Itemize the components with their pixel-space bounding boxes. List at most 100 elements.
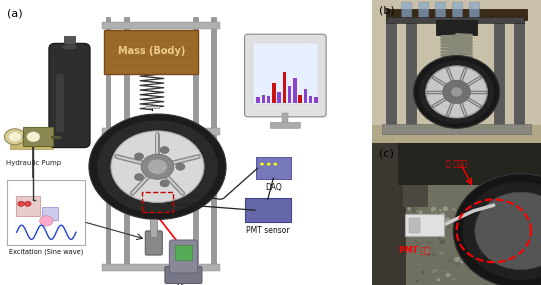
FancyBboxPatch shape: [105, 17, 110, 268]
Circle shape: [456, 263, 459, 267]
Circle shape: [507, 258, 511, 261]
FancyBboxPatch shape: [409, 218, 420, 233]
FancyBboxPatch shape: [436, 2, 446, 18]
Bar: [403, 142, 428, 207]
Bar: [514, 17, 524, 128]
FancyBboxPatch shape: [49, 43, 90, 148]
Bar: [386, 9, 527, 20]
Circle shape: [113, 132, 203, 201]
Ellipse shape: [61, 43, 78, 50]
Circle shape: [453, 174, 541, 285]
Circle shape: [499, 247, 505, 251]
Bar: [398, 142, 541, 185]
Circle shape: [23, 129, 44, 145]
FancyBboxPatch shape: [193, 17, 197, 268]
Bar: [288, 86, 291, 103]
Circle shape: [502, 271, 505, 274]
Circle shape: [520, 264, 522, 266]
FancyBboxPatch shape: [165, 266, 202, 284]
Circle shape: [474, 250, 476, 252]
Circle shape: [504, 245, 509, 249]
Circle shape: [481, 254, 484, 256]
Circle shape: [398, 273, 403, 277]
Circle shape: [451, 220, 453, 222]
FancyBboxPatch shape: [169, 240, 197, 273]
Circle shape: [440, 212, 445, 216]
Circle shape: [511, 233, 513, 235]
Circle shape: [39, 216, 53, 226]
Circle shape: [435, 218, 437, 220]
FancyBboxPatch shape: [175, 245, 192, 260]
FancyBboxPatch shape: [150, 219, 157, 237]
Circle shape: [410, 227, 411, 228]
Circle shape: [176, 163, 185, 170]
Circle shape: [475, 221, 480, 225]
Circle shape: [18, 201, 24, 206]
FancyBboxPatch shape: [256, 157, 291, 179]
Circle shape: [452, 231, 458, 235]
Text: (c): (c): [379, 148, 394, 158]
Circle shape: [427, 67, 486, 117]
Circle shape: [524, 211, 527, 215]
Bar: [304, 89, 307, 103]
FancyBboxPatch shape: [10, 136, 52, 149]
Circle shape: [486, 232, 489, 234]
Circle shape: [135, 153, 143, 160]
Circle shape: [520, 231, 525, 236]
Circle shape: [499, 233, 503, 236]
Text: Hydraulic Pump: Hydraulic Pump: [6, 160, 61, 166]
FancyBboxPatch shape: [436, 20, 477, 34]
Circle shape: [445, 273, 451, 277]
Circle shape: [443, 80, 471, 104]
Circle shape: [439, 251, 444, 255]
Text: DAQ: DAQ: [265, 183, 282, 192]
FancyBboxPatch shape: [145, 106, 159, 108]
FancyBboxPatch shape: [469, 2, 479, 18]
Circle shape: [27, 132, 40, 142]
Circle shape: [509, 270, 511, 272]
Circle shape: [480, 236, 485, 240]
Text: PMT 센서: PMT 센서: [399, 245, 430, 254]
Circle shape: [496, 213, 502, 217]
Bar: [314, 97, 318, 103]
Circle shape: [447, 225, 451, 229]
Circle shape: [260, 163, 264, 166]
FancyBboxPatch shape: [102, 22, 221, 29]
Circle shape: [160, 146, 169, 154]
Ellipse shape: [418, 124, 496, 130]
Bar: [386, 17, 524, 23]
Bar: [299, 95, 302, 103]
Circle shape: [413, 207, 419, 212]
Text: Mass (Body): Mass (Body): [118, 46, 186, 56]
Circle shape: [504, 240, 509, 244]
Circle shape: [494, 223, 497, 225]
Circle shape: [490, 256, 495, 261]
Bar: [406, 17, 416, 128]
Circle shape: [476, 230, 478, 231]
Circle shape: [503, 243, 507, 247]
FancyBboxPatch shape: [419, 2, 429, 18]
Circle shape: [400, 247, 407, 252]
Circle shape: [431, 207, 436, 211]
Circle shape: [432, 253, 436, 256]
Circle shape: [477, 215, 480, 217]
FancyBboxPatch shape: [16, 196, 39, 216]
Circle shape: [501, 245, 505, 247]
Circle shape: [418, 211, 423, 214]
Bar: [372, 125, 541, 142]
Circle shape: [415, 266, 417, 268]
Circle shape: [490, 237, 492, 239]
Text: ML: ML: [177, 284, 187, 285]
Bar: [494, 17, 504, 128]
Circle shape: [410, 205, 415, 209]
Circle shape: [454, 257, 460, 262]
Bar: [262, 95, 265, 103]
Circle shape: [4, 129, 25, 145]
Circle shape: [498, 226, 502, 229]
Circle shape: [408, 206, 413, 211]
Circle shape: [500, 207, 504, 210]
Circle shape: [426, 66, 487, 118]
Bar: [382, 124, 531, 134]
Circle shape: [512, 270, 516, 274]
Bar: [278, 92, 281, 103]
